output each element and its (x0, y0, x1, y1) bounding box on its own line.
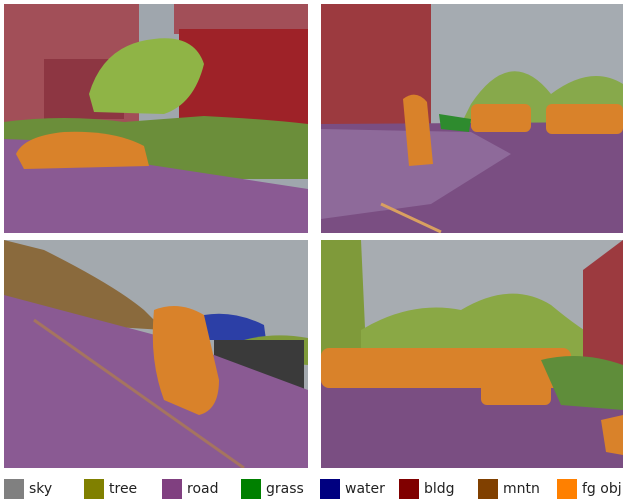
legend-swatch-bldg (399, 479, 419, 499)
segmentation-image (4, 240, 308, 468)
legend-label-grass: grass (266, 481, 304, 497)
segmentation-panel-top-right (321, 4, 623, 233)
legend-label-bldg: bldg (424, 481, 455, 497)
legend-item-bldg: bldg (399, 476, 455, 502)
legend-item-tree: tree (84, 476, 137, 502)
legend-label-water: water (345, 481, 385, 497)
segmentation-image (4, 4, 308, 233)
legend-swatch-mntn (478, 479, 498, 499)
legend-label-fg-obj: fg obj. (582, 481, 623, 497)
segmentation-panel-bottom-left (4, 240, 308, 468)
legend-swatch-grass (241, 479, 261, 499)
legend-label-tree: tree (109, 481, 138, 497)
legend-swatch-road (162, 479, 182, 499)
segmentation-panel-bottom-right (321, 240, 623, 468)
segmentation-image (321, 4, 623, 233)
segmentation-image (321, 240, 623, 468)
legend-label-sky: sky (29, 481, 53, 497)
legend-swatch-water (320, 479, 340, 499)
legend-item-fg-obj: fg obj. (557, 476, 623, 502)
legend-swatch-fg-obj (557, 479, 577, 499)
legend-item-water: water (320, 476, 385, 502)
legend-label-mntn: mntn (503, 481, 540, 497)
legend-item-sky: sky (4, 476, 52, 502)
legend-item-mntn: mntn (478, 476, 540, 502)
legend-item-road: road (162, 476, 218, 502)
legend-label-road: road (187, 481, 219, 497)
legend-swatch-tree (84, 479, 104, 499)
legend-item-grass: grass (241, 476, 304, 502)
segmentation-panel-top-left (4, 4, 308, 233)
legend-swatch-sky (4, 479, 24, 499)
legend: sky tree road grass water bldg mntn fg o… (0, 476, 623, 502)
